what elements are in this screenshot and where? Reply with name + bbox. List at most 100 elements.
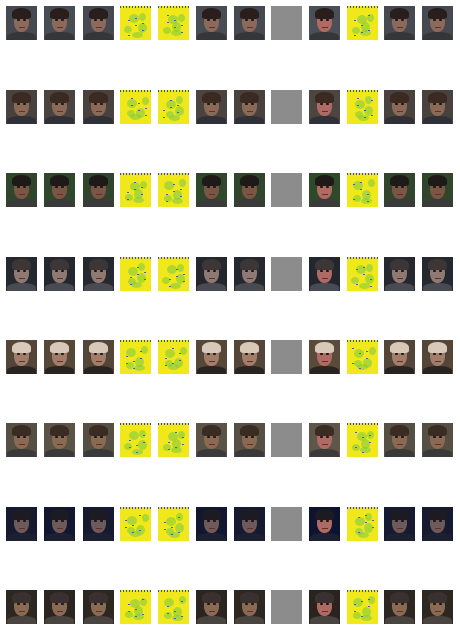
- saliency-blob: [142, 514, 149, 522]
- face-tile-variant-f: [422, 423, 453, 457]
- saliency-speck: [169, 286, 171, 287]
- left-eye: [207, 19, 210, 21]
- saliency-speck: [127, 192, 129, 193]
- right-eye: [326, 603, 329, 605]
- face-tile-variant-b: [83, 6, 114, 40]
- saliency-blob: [170, 283, 181, 289]
- saliency-speck: [131, 98, 133, 99]
- saliency-speck: [140, 358, 142, 359]
- saliency-speck: [167, 606, 169, 607]
- left-eye: [94, 186, 97, 188]
- left-eye: [395, 436, 398, 438]
- right-eye: [251, 436, 254, 438]
- mouth: [435, 278, 441, 279]
- saliency-speck: [133, 368, 135, 369]
- saliency-speck: [367, 201, 369, 202]
- right-eye: [23, 436, 26, 438]
- left-eye: [55, 520, 58, 522]
- face-tile-variant-e: [384, 507, 415, 541]
- saliency-blob: [358, 115, 369, 121]
- saliency-blob: [355, 100, 365, 109]
- right-eye: [23, 103, 26, 105]
- left-eye: [320, 103, 323, 105]
- shoulders: [197, 32, 226, 40]
- hair: [202, 592, 221, 603]
- saliency-speck: [130, 284, 132, 285]
- saliency-edge: [347, 590, 378, 592]
- face-tile-variant-e: [384, 257, 415, 291]
- saliency-blob: [357, 432, 367, 441]
- left-eye: [320, 436, 323, 438]
- saliency-speck: [137, 267, 139, 268]
- hair: [202, 425, 221, 436]
- mouth: [435, 361, 441, 362]
- saliency-blob: [177, 264, 184, 272]
- hair: [240, 592, 259, 603]
- saliency-speck: [129, 440, 131, 441]
- face-tile-variant-f: [422, 173, 453, 207]
- saliency-blob: [365, 513, 372, 521]
- saliency-speck: [169, 279, 171, 280]
- left-eye: [55, 19, 58, 21]
- face-tile-variant-e: [384, 340, 415, 374]
- right-eye: [251, 19, 254, 21]
- right-eye: [61, 186, 64, 188]
- face-tile-variant-b: [83, 507, 114, 541]
- shoulders: [197, 533, 226, 541]
- saliency-blob: [179, 596, 186, 604]
- saliency-blob: [126, 362, 134, 369]
- hair: [89, 425, 108, 436]
- saliency-speck: [132, 532, 134, 533]
- mouth: [209, 111, 215, 112]
- mouth: [397, 611, 403, 612]
- saliency-edge: [120, 6, 151, 8]
- saliency-blob: [138, 23, 147, 33]
- saliency-speck: [356, 284, 358, 285]
- mouth: [397, 111, 403, 112]
- saliency-speck: [367, 194, 369, 195]
- left-eye: [245, 520, 248, 522]
- hair: [315, 175, 334, 186]
- right-eye: [61, 103, 64, 105]
- mouth: [247, 611, 253, 612]
- shoulders: [423, 199, 452, 207]
- hair: [428, 509, 447, 520]
- saliency-edge: [158, 173, 189, 175]
- right-eye: [439, 186, 442, 188]
- saliency-blob: [164, 612, 172, 619]
- saliency-blob: [127, 99, 137, 108]
- left-eye: [94, 603, 97, 605]
- right-eye: [326, 353, 329, 355]
- left-eye: [433, 103, 436, 105]
- saliency-blob: [168, 15, 178, 24]
- saliency-speck: [163, 117, 165, 118]
- grid-row-face-2: [0, 90, 460, 124]
- saliency-speck: [369, 442, 371, 443]
- face-tile-variant-a: [44, 590, 75, 624]
- hair: [315, 259, 334, 270]
- saliency-blob: [168, 432, 178, 441]
- face-tile-variant-a: [44, 173, 75, 207]
- saliency-blob: [127, 110, 135, 117]
- saliency-blob: [127, 516, 137, 525]
- saliency-blob: [353, 195, 361, 202]
- saliency-speck: [178, 517, 180, 518]
- right-eye: [251, 603, 254, 605]
- face-tile-original: [6, 6, 37, 40]
- saliency-speck: [144, 279, 146, 280]
- saliency-speck: [174, 20, 176, 21]
- shoulders: [235, 449, 264, 457]
- face-tile-variant-d: [234, 6, 265, 40]
- shoulders: [45, 283, 74, 291]
- face-tile-overlay: [309, 6, 340, 40]
- saliency-blob: [126, 348, 136, 357]
- saliency-blob: [164, 181, 174, 190]
- left-eye: [55, 353, 58, 355]
- hair: [390, 592, 409, 603]
- face-tile-variant-c: [196, 6, 227, 40]
- right-eye: [401, 186, 404, 188]
- saliency-speck: [175, 432, 177, 433]
- mouth: [96, 111, 102, 112]
- saliency-blob: [164, 195, 172, 202]
